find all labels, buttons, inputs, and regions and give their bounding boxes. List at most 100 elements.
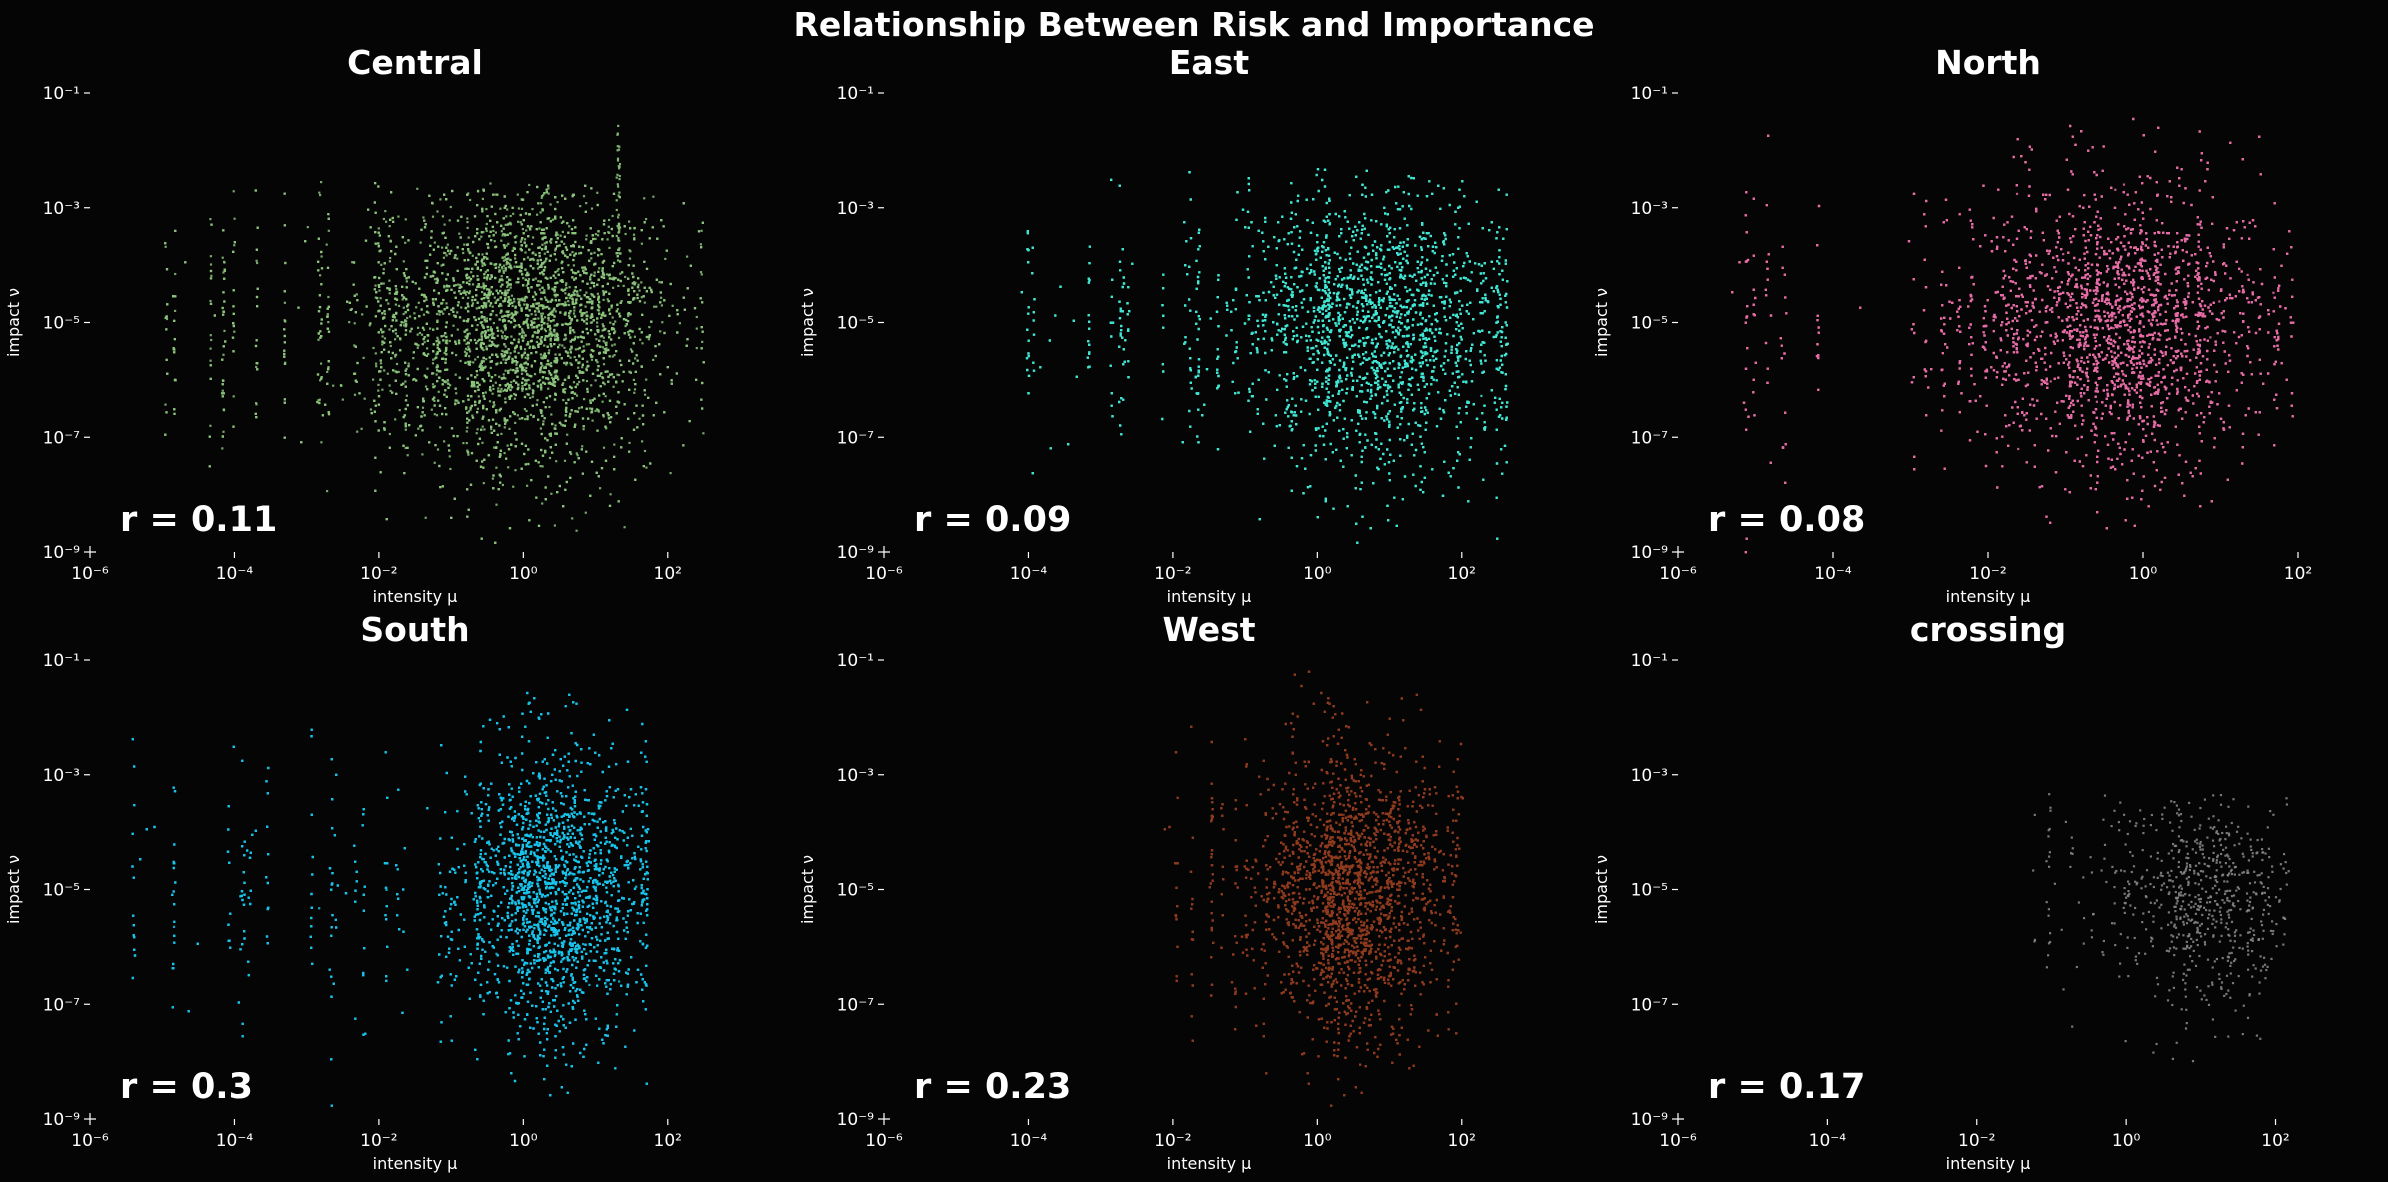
data-point [467, 250, 470, 253]
data-point [503, 293, 506, 297]
data-point [581, 366, 584, 369]
data-point [471, 254, 474, 257]
data-point [221, 447, 224, 450]
data-point [537, 317, 540, 320]
data-point [548, 405, 551, 409]
data-point [509, 221, 512, 224]
data-point [481, 365, 484, 368]
data-point [509, 214, 512, 218]
data-point [611, 316, 614, 319]
data-point [481, 253, 484, 256]
data-point [459, 359, 462, 363]
data-point [466, 226, 469, 229]
data-point [420, 333, 424, 336]
data-point [442, 256, 445, 259]
data-point [441, 246, 444, 249]
data-point [497, 387, 500, 390]
data-point [209, 334, 212, 337]
data-point [491, 392, 494, 395]
data-point [564, 301, 567, 304]
data-point [589, 275, 592, 278]
data-point [368, 324, 371, 327]
data-point [512, 212, 515, 215]
data-point [664, 257, 667, 260]
data-point [503, 452, 506, 455]
data-point [525, 284, 528, 287]
data-point [375, 365, 378, 368]
data-point [535, 324, 538, 328]
data-point [500, 387, 503, 391]
data-point [558, 343, 561, 346]
data-point [602, 298, 605, 301]
data-point [535, 331, 538, 334]
data-point [424, 516, 427, 519]
data-point [523, 408, 526, 411]
data-point [584, 511, 587, 514]
data-point [500, 275, 503, 278]
data-point [574, 335, 577, 338]
data-point [385, 220, 388, 223]
data-point [567, 264, 570, 267]
data-point [524, 348, 527, 351]
data-point [553, 293, 556, 297]
data-point [381, 335, 384, 338]
data-point [613, 354, 616, 357]
data-point [507, 266, 510, 269]
data-point [445, 302, 448, 305]
data-point [551, 287, 554, 290]
data-point [464, 293, 468, 296]
data-point [595, 408, 599, 411]
data-point [602, 290, 605, 293]
data-point [611, 214, 614, 218]
data-point [497, 344, 500, 347]
data-point [553, 524, 556, 527]
data-point [629, 348, 633, 351]
data-point [573, 309, 576, 312]
data-point [394, 418, 397, 421]
data-point [643, 301, 646, 304]
data-point [550, 376, 553, 379]
data-point [617, 252, 620, 255]
data-point [436, 448, 440, 451]
data-point [481, 264, 484, 268]
data-point [501, 483, 504, 487]
data-point [536, 399, 539, 402]
data-point [573, 331, 576, 334]
data-point [590, 293, 593, 296]
data-point [655, 305, 658, 308]
data-point [233, 330, 236, 333]
data-point [222, 430, 225, 433]
data-point [388, 328, 391, 331]
data-point [501, 234, 504, 237]
data-point [554, 258, 558, 261]
data-point [448, 313, 451, 316]
data-point [501, 349, 504, 352]
data-point [514, 324, 517, 327]
data-point [222, 271, 225, 274]
data-point [573, 339, 576, 342]
data-point [383, 312, 387, 316]
data-point [564, 292, 567, 295]
data-point [402, 260, 405, 263]
data-point [488, 304, 492, 307]
data-point [638, 289, 641, 292]
data-point [524, 418, 527, 421]
data-point [473, 385, 476, 388]
data-point [529, 345, 532, 348]
data-point [506, 208, 509, 211]
data-point [394, 370, 397, 373]
data-point [387, 302, 390, 305]
data-point [353, 322, 356, 325]
data-point [609, 493, 612, 496]
data-point [541, 364, 544, 367]
data-point [573, 302, 576, 305]
data-point [484, 320, 487, 323]
data-point [695, 315, 698, 319]
data-point [700, 229, 703, 232]
data-point [565, 282, 568, 285]
data-point [587, 343, 591, 346]
data-point [507, 284, 510, 287]
data-point [174, 272, 177, 276]
data-point [526, 484, 529, 487]
